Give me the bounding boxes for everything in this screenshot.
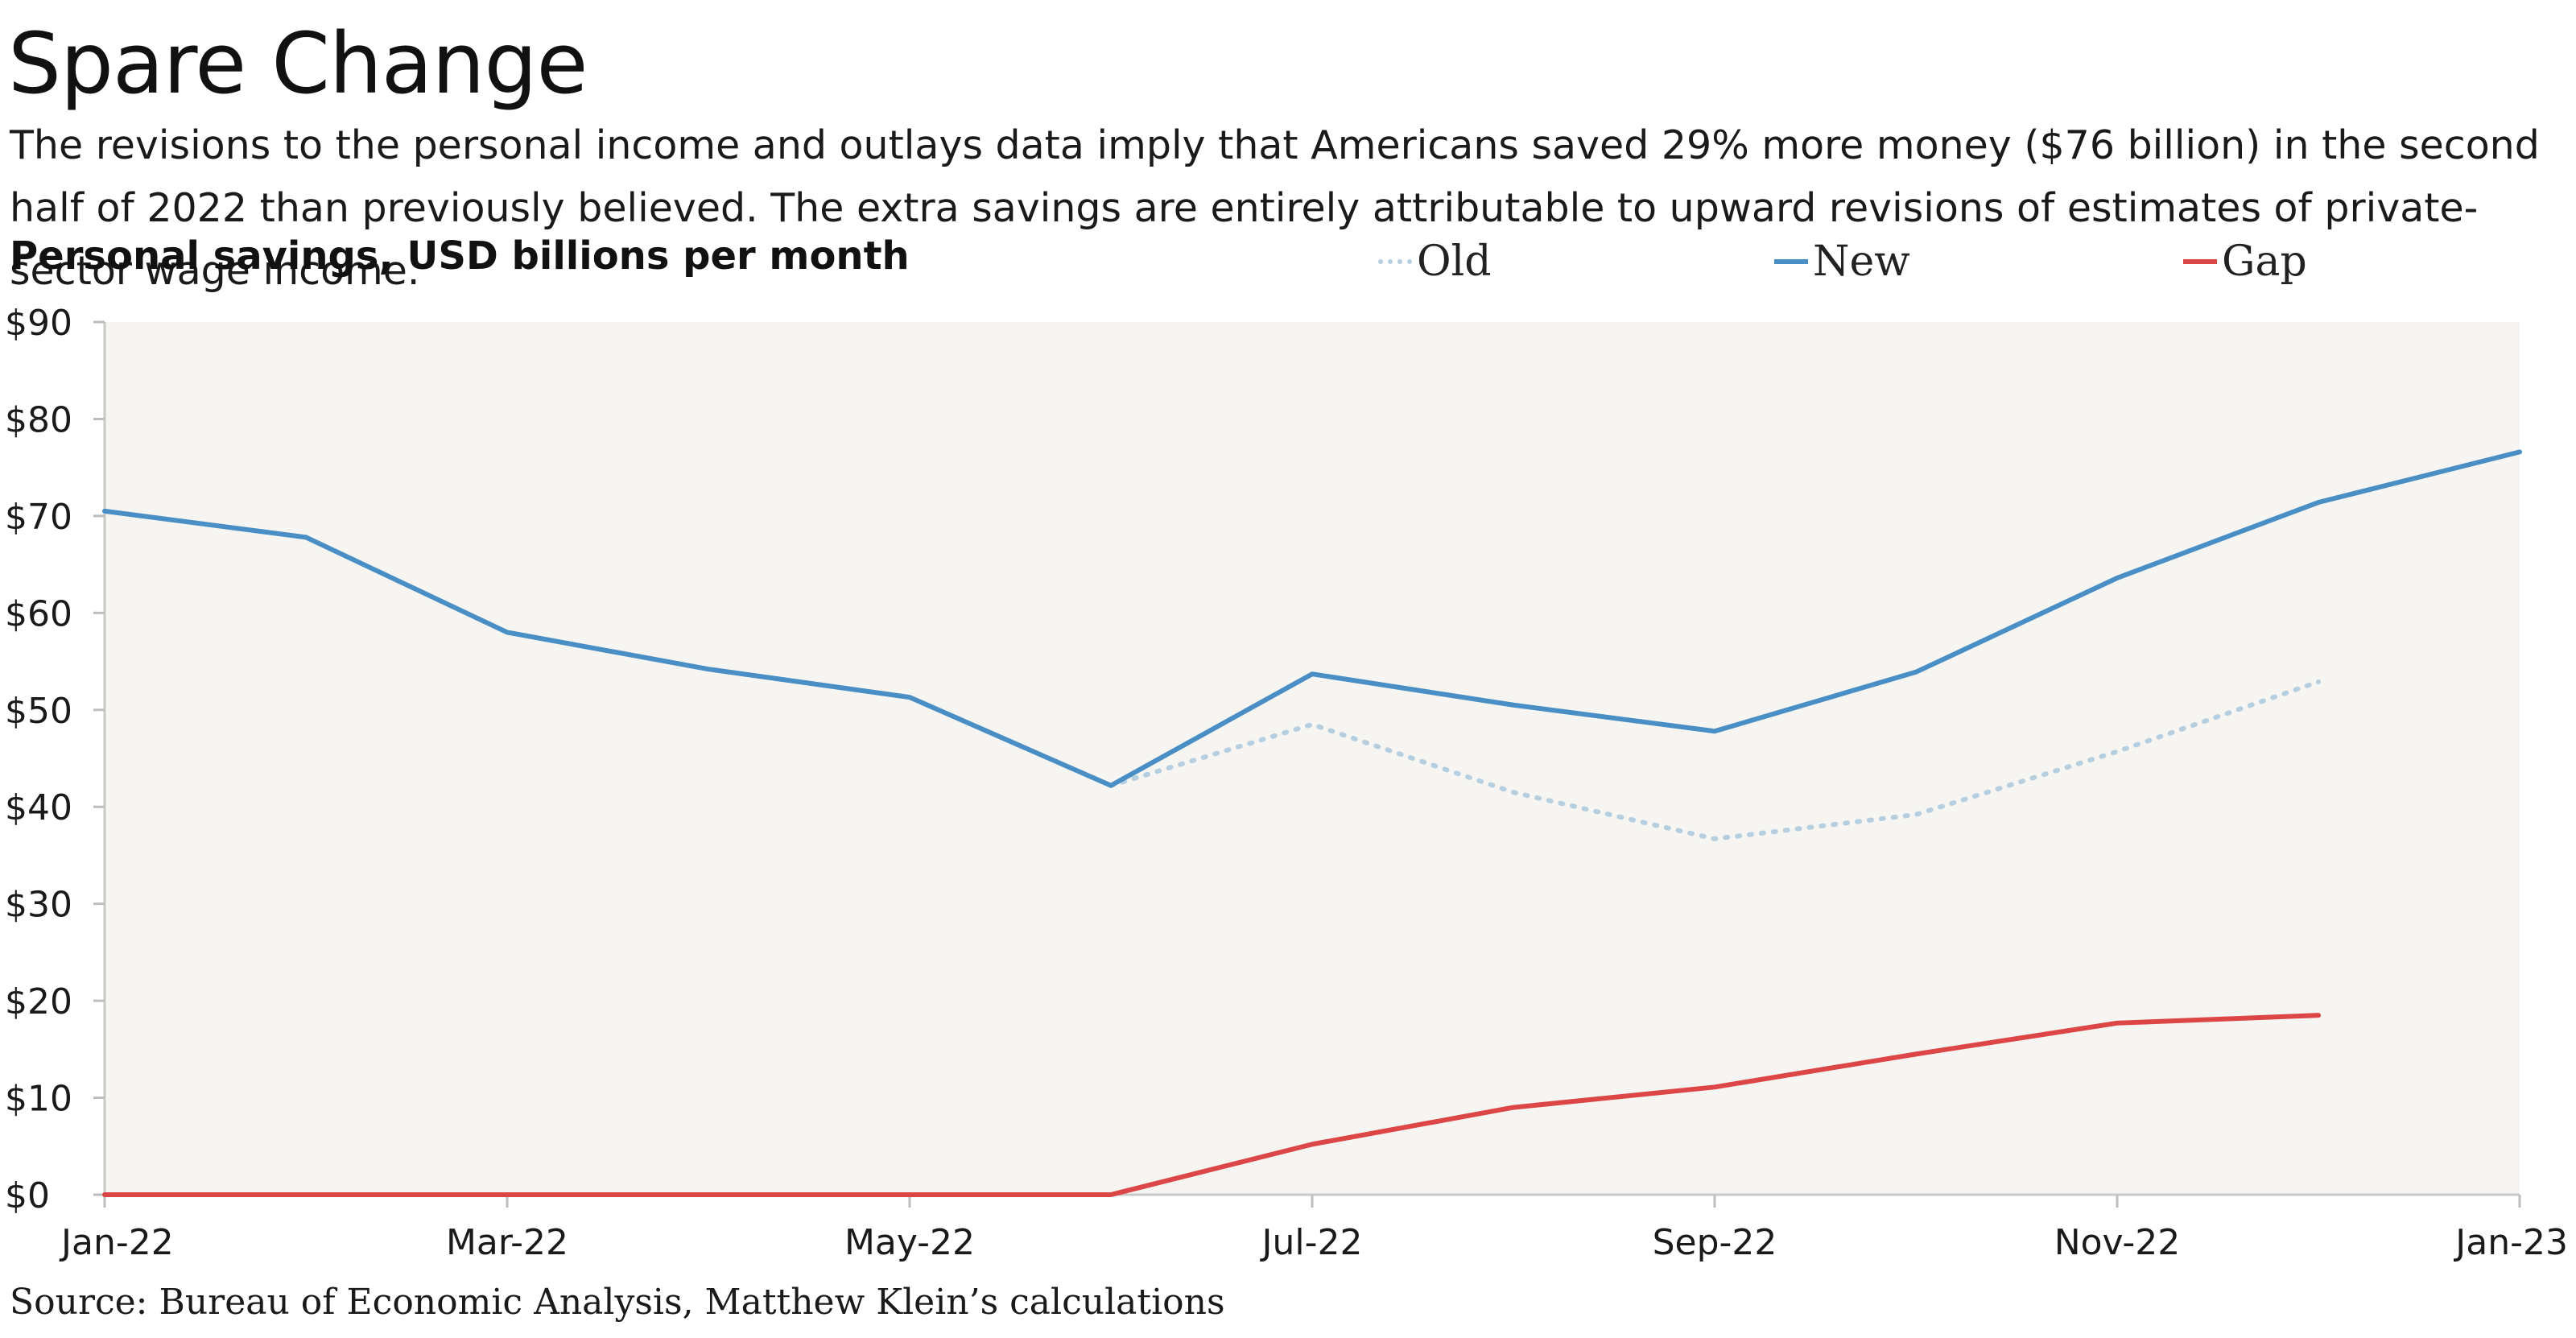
x-tick-label: Nov-22 — [2054, 1222, 2181, 1263]
legend-swatch-old — [1378, 259, 1412, 264]
chart-title: Spare Change — [8, 14, 588, 113]
y-tick-label: $20 — [5, 981, 72, 1022]
x-tick-label: Mar-22 — [446, 1222, 568, 1263]
x-tick-label: Jan-23 — [2453, 1222, 2568, 1263]
x-tick-label: Jul-22 — [1260, 1222, 1363, 1263]
source-note: Source: Bureau of Economic Analysis, Mat… — [10, 1282, 1225, 1323]
y-tick-label: $60 — [5, 593, 72, 634]
chart-subtitle: The revisions to the personal income and… — [10, 122, 2540, 294]
x-tick-label: Sep-22 — [1653, 1222, 1777, 1263]
x-tick-label: Jan-22 — [59, 1222, 174, 1263]
y-tick-label: $50 — [5, 691, 72, 732]
legend-item-old: Old — [1378, 235, 1492, 288]
y-tick-label: $90 — [5, 303, 72, 344]
legend-label-gap: Gap — [2222, 237, 2307, 286]
series-line-old — [1108, 679, 2321, 841]
legend-item-new: New — [1774, 235, 1910, 288]
series-line-new — [102, 449, 2522, 788]
y-axis-title: Personal savings, USD billions per month — [10, 233, 910, 279]
y-tick-label: $70 — [5, 497, 72, 538]
y-tick-label: $80 — [5, 399, 72, 440]
plot-area — [105, 322, 2520, 1195]
x-tick-label: May-22 — [844, 1222, 975, 1263]
legend-label-new: New — [1813, 237, 1910, 286]
y-tick-label: $30 — [5, 885, 72, 926]
legend-item-gap: Gap — [2183, 235, 2307, 288]
y-tick-label: $10 — [5, 1079, 72, 1120]
y-tick-label: $0 — [5, 1175, 50, 1216]
legend-swatch-gap — [2183, 259, 2217, 264]
legend-label-old: Old — [1417, 237, 1492, 286]
series-line-gap — [102, 1013, 2321, 1197]
legend-swatch-new — [1774, 259, 1808, 264]
y-tick-label: $40 — [5, 787, 72, 828]
